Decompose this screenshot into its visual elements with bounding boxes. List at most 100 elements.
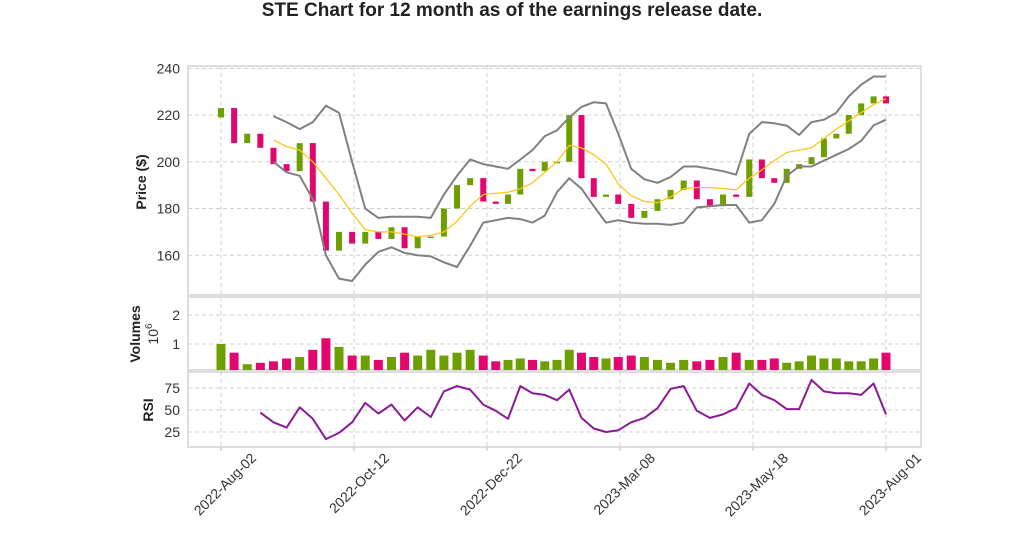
volume-bar xyxy=(295,357,305,370)
candle-down xyxy=(401,227,408,249)
candle-up xyxy=(808,157,815,165)
volume-bar xyxy=(692,361,702,370)
volume-bar xyxy=(744,359,754,370)
candle-up xyxy=(541,161,548,172)
volume-bar xyxy=(491,361,501,370)
x-tick-label: 2023-May-18 xyxy=(721,450,791,520)
volume-bar xyxy=(386,357,396,370)
volume-bar xyxy=(528,359,537,370)
candle-down xyxy=(309,143,316,202)
bollinger-lower-line xyxy=(272,118,887,282)
volume-bar xyxy=(515,358,525,370)
price-y-ticks: 160 180 200 220 240 xyxy=(157,60,181,263)
volume-bar xyxy=(413,355,423,370)
candle-up xyxy=(720,194,727,207)
candle-down xyxy=(883,96,889,104)
candle-up xyxy=(680,180,687,190)
volume-bar xyxy=(844,361,854,370)
rsi-axis-label: RSI xyxy=(140,398,156,421)
candle-up xyxy=(505,194,511,204)
candle-down xyxy=(529,168,536,172)
volume-bar xyxy=(626,355,636,370)
x-tick-label: 2022-Dec-22 xyxy=(457,450,526,519)
volume-tick-label: 1 xyxy=(172,336,180,352)
volume-bar xyxy=(639,357,649,370)
price-tick-label: 220 xyxy=(157,107,181,123)
volume-bar xyxy=(229,352,239,370)
rsi-line xyxy=(259,378,887,441)
x-tick-label: 2022-Oct-12 xyxy=(326,450,392,516)
candle-down xyxy=(231,108,238,144)
volume-bar xyxy=(465,349,475,370)
candle-up xyxy=(336,231,343,251)
rsi-tick-label: 50 xyxy=(164,402,180,418)
volume-bar xyxy=(282,358,292,370)
moving-average-line xyxy=(273,98,887,238)
volume-bar xyxy=(347,355,357,370)
price-axis-label: Price ($) xyxy=(133,154,149,209)
volume-bar xyxy=(373,359,383,370)
rsi-tick-label: 75 xyxy=(164,380,180,396)
rsi-y-ticks: 25 50 75 xyxy=(164,380,180,440)
candle-up xyxy=(218,108,224,118)
volume-bar xyxy=(856,361,866,370)
price-tick-label: 240 xyxy=(157,60,181,76)
candle-down xyxy=(270,147,277,165)
candle-up xyxy=(427,236,434,239)
candle-down xyxy=(375,231,382,239)
volume-axis-label: Volumes xyxy=(127,305,143,363)
volume-bar xyxy=(679,359,689,370)
volume-bar xyxy=(360,355,370,370)
candle-up xyxy=(467,178,474,186)
volume-y-ticks: 12 xyxy=(172,307,180,352)
volume-bar xyxy=(869,358,879,370)
candle-down xyxy=(480,178,487,202)
volume-bar xyxy=(807,355,817,370)
volume-bar xyxy=(552,359,562,370)
price-tick-label: 200 xyxy=(157,154,181,170)
candle-up xyxy=(566,115,573,162)
grid-lines xyxy=(188,66,921,447)
candle-up xyxy=(244,133,251,144)
volume-bar xyxy=(601,358,611,370)
candle-up xyxy=(870,96,877,104)
volume-unit-label: 106 xyxy=(144,323,161,345)
candle-down xyxy=(628,203,635,218)
volume-bar xyxy=(705,359,715,370)
candle-up xyxy=(833,133,840,139)
candle-down xyxy=(706,199,713,207)
rsi-tick-label: 25 xyxy=(164,424,180,440)
candle-down xyxy=(758,159,765,179)
volume-bar xyxy=(268,361,278,370)
volume-bar xyxy=(652,359,662,370)
volume-bars xyxy=(216,338,891,370)
x-tick-label: 2023-Aug-01 xyxy=(856,450,925,519)
volume-bar xyxy=(819,358,829,370)
volume-bar xyxy=(666,362,676,370)
candle-up xyxy=(603,194,609,197)
x-tick-label: 2023-Mar-08 xyxy=(590,450,658,518)
candle-down xyxy=(322,201,329,251)
candle-up xyxy=(820,138,827,158)
volume-bar xyxy=(426,349,436,370)
volume-bar xyxy=(731,352,741,370)
candle-up xyxy=(362,231,369,244)
x-tick-labels: 2022-Aug-02 2022-Oct-12 2022-Dec-22 2023-Ma… xyxy=(191,447,925,520)
candle-down xyxy=(693,180,700,200)
volume-bar xyxy=(242,364,252,370)
volume-bar xyxy=(478,355,488,370)
candle-up xyxy=(440,208,447,237)
rsi-line-path xyxy=(259,378,887,441)
candle-down xyxy=(615,194,622,204)
volume-bar xyxy=(757,359,767,370)
candle-up xyxy=(641,210,648,218)
volume-bar xyxy=(452,352,462,370)
volume-bar xyxy=(439,355,449,370)
price-tick-label: 160 xyxy=(157,247,181,263)
volume-bar xyxy=(564,349,574,370)
candle-up xyxy=(858,103,865,116)
volume-bar xyxy=(613,357,623,370)
volume-bar xyxy=(782,362,792,370)
candle-up xyxy=(454,185,461,209)
